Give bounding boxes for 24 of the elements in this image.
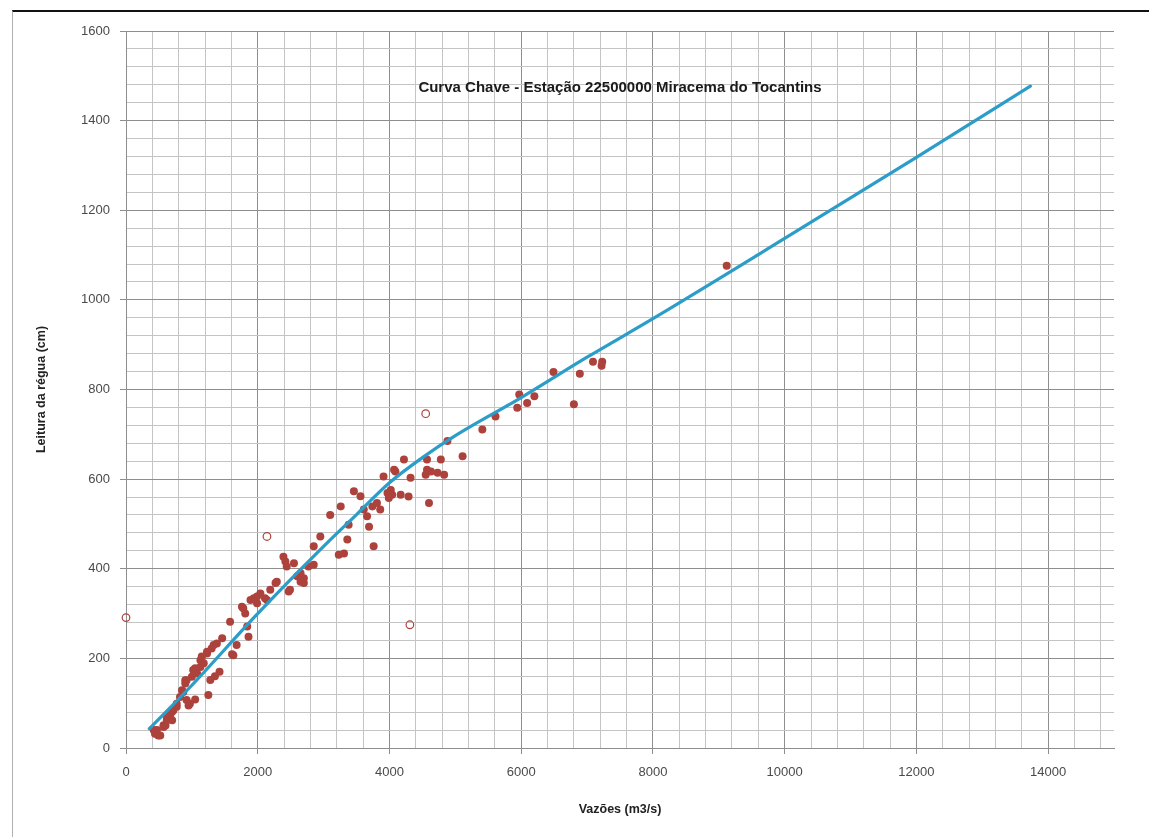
y-axis-title: Leitura da régua (cm) [33, 325, 48, 454]
y-tick-label: 600 [88, 470, 110, 486]
point [405, 620, 415, 630]
x-tick-label: 0 [122, 764, 130, 780]
y-tick-label: 1000 [81, 291, 110, 307]
point [421, 409, 431, 419]
x-tick-label: 14000 [1030, 764, 1067, 780]
y-tick-label: 1400 [81, 112, 110, 128]
x-axis-title: Vazões (m3/s) [578, 801, 662, 816]
x-tick-label: 2000 [243, 764, 273, 780]
y-tick-label: 200 [88, 649, 110, 665]
y-tick-label: 1600 [81, 22, 110, 38]
x-tick-label: 6000 [506, 764, 536, 780]
x-tick-label: 8000 [638, 764, 668, 780]
y-tick-label: 0 [102, 739, 110, 755]
point [262, 532, 272, 541]
x-tick-label: 4000 [375, 764, 404, 780]
y-tick-label: 1200 [81, 201, 110, 217]
y-tick-label: 800 [88, 381, 110, 397]
x-tick-label: 10000 [766, 764, 803, 780]
x-tick-label: 12000 [898, 764, 935, 780]
y-tick-label: 400 [88, 560, 110, 576]
text: Curva Chave - Estação 22500000 Miracema do Tocantins [418, 78, 822, 96]
point [121, 613, 131, 622]
